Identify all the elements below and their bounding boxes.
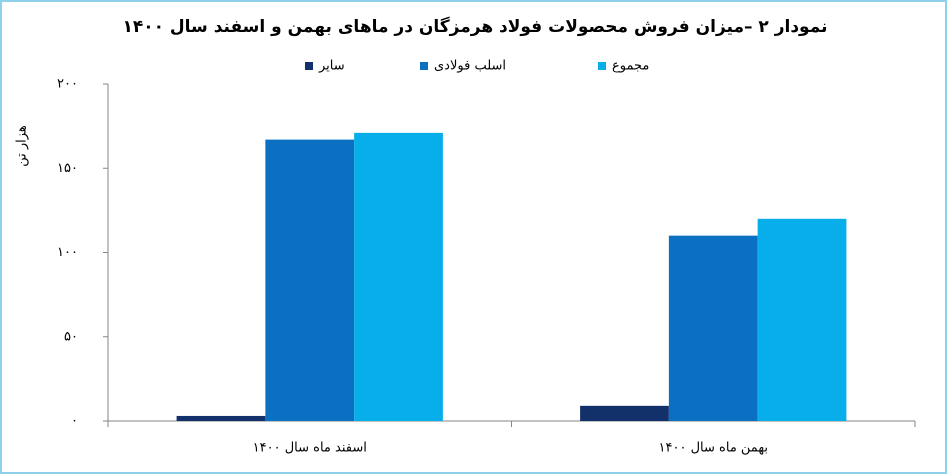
bar	[265, 139, 355, 422]
legend-label: مجموع	[612, 59, 649, 74]
bar	[580, 405, 669, 421]
chart-title: نمودار ۲ –میزان فروش محصولات فولاد هرمزگ…	[122, 16, 827, 37]
y-tick-label: ۵۰	[64, 329, 78, 344]
legend-swatch	[420, 62, 428, 70]
y-axis-label: هزار تن	[15, 125, 30, 167]
x-tick-label: بهمن ماه سال ۱۴۰۰	[659, 441, 768, 456]
y-tick-label: ۱۵۰	[57, 161, 78, 176]
y-tick-label: ۰	[71, 414, 78, 429]
bar	[176, 415, 266, 421]
legend-swatch	[598, 62, 606, 70]
legend-swatch	[305, 62, 313, 70]
y-tick-label: ۲۰۰	[57, 77, 78, 92]
bar	[354, 132, 443, 422]
legend-label: اسلب فولادی	[434, 59, 506, 74]
x-tick-label: اسفند ماه سال ۱۴۰۰	[253, 441, 367, 456]
legend-label: سایر	[318, 59, 345, 74]
y-tick-label: ۱۰۰	[57, 245, 78, 260]
bar	[757, 218, 847, 421]
bar	[668, 235, 758, 421]
